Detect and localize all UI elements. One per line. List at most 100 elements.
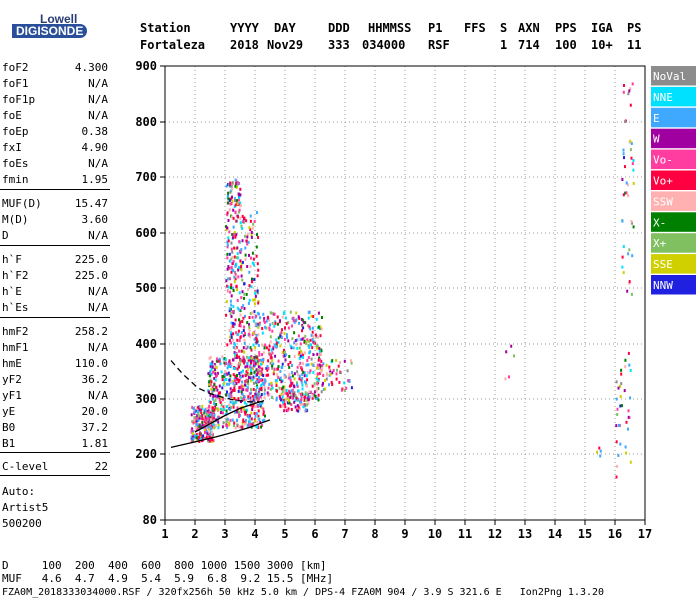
- echo-point: [273, 367, 276, 371]
- echo-point: [240, 410, 243, 414]
- echo-point: [631, 221, 633, 225]
- echo-point: [311, 394, 314, 398]
- echo-point: [230, 184, 233, 188]
- echo-point: [237, 210, 240, 214]
- echo-point: [250, 371, 253, 375]
- echo-point: [217, 391, 220, 395]
- echo-point: [233, 309, 235, 313]
- echo-point: [599, 449, 602, 453]
- echo-point: [209, 430, 212, 434]
- echo-point: [310, 362, 313, 366]
- echo-point: [320, 367, 323, 370]
- echo-point: [254, 322, 257, 326]
- echo-point: [250, 391, 252, 395]
- echo-point: [291, 381, 294, 385]
- echo-point: [307, 324, 310, 328]
- echo-point: [289, 378, 292, 382]
- echo-point: [241, 425, 243, 429]
- legend-label: Vo+: [653, 175, 673, 188]
- echo-point: [283, 332, 286, 336]
- echo-point: [198, 416, 201, 420]
- echo-point: [192, 421, 195, 425]
- legend-swatch: [651, 233, 696, 253]
- echo-point: [230, 286, 232, 290]
- echo-point: [265, 346, 268, 350]
- echo-point: [227, 239, 230, 243]
- echo-point: [231, 199, 234, 203]
- echo-point: [250, 379, 253, 383]
- echo-point: [232, 233, 235, 237]
- legend-label: SSW: [653, 195, 673, 208]
- echo-point: [225, 378, 228, 381]
- echo-point: [211, 385, 214, 389]
- echo-point: [248, 420, 251, 424]
- echo-point: [314, 390, 317, 394]
- echo-point: [281, 315, 284, 319]
- echo-point: [209, 419, 212, 423]
- echo-point: [251, 377, 254, 381]
- echo-point: [227, 265, 230, 269]
- echo-point: [233, 386, 236, 390]
- echo-point: [339, 361, 341, 364]
- echo-point: [247, 240, 250, 244]
- y-tick-label: 300: [135, 392, 157, 406]
- echo-point: [195, 417, 198, 421]
- echo-point: [246, 425, 249, 429]
- echo-point: [279, 396, 282, 400]
- echo-point: [258, 323, 261, 327]
- echo-point: [615, 424, 618, 428]
- echo-point: [257, 368, 260, 372]
- echo-point: [240, 396, 243, 400]
- echo-point: [277, 341, 280, 344]
- echo-point: [246, 368, 249, 372]
- echo-point: [215, 385, 218, 389]
- echo-point: [245, 408, 248, 412]
- echo-point: [290, 408, 293, 411]
- echo-point: [259, 421, 262, 424]
- echo-point: [339, 370, 342, 374]
- echo-point: [278, 394, 281, 398]
- echo-point: [292, 316, 295, 320]
- echo-point: [227, 236, 230, 240]
- echo-point: [317, 311, 320, 315]
- echo-point: [208, 374, 211, 378]
- echo-point: [240, 357, 243, 361]
- echo-point: [199, 408, 202, 412]
- echo-point: [303, 374, 306, 378]
- echo-point: [271, 386, 274, 390]
- echo-point: [217, 408, 220, 411]
- separator: [0, 475, 110, 476]
- echo-point: [290, 382, 293, 385]
- echo-point: [260, 358, 262, 362]
- echo-point: [214, 398, 217, 402]
- echo-point: [219, 362, 222, 365]
- echo-point: [209, 439, 212, 443]
- param-row: h`E N/A: [2, 284, 108, 300]
- artist-label: Artist5: [2, 501, 49, 514]
- echo-point: [282, 393, 284, 397]
- echo-point: [621, 404, 623, 408]
- echo-point: [261, 373, 264, 377]
- echo-point: [285, 353, 287, 357]
- echo-point: [311, 384, 314, 388]
- echo-point: [350, 359, 352, 363]
- echo-point: [227, 285, 230, 289]
- echo-point: [280, 336, 283, 339]
- echo-point: [294, 339, 297, 343]
- echo-point: [256, 386, 259, 389]
- echo-point: [255, 322, 258, 326]
- param-name: yF2: [2, 373, 22, 386]
- echo-point: [224, 357, 227, 361]
- echo-point: [274, 354, 277, 358]
- echo-point: [239, 249, 241, 253]
- echo-point: [628, 89, 631, 93]
- echo-point: [282, 354, 285, 358]
- echo-point: [280, 331, 283, 335]
- echo-point: [250, 280, 253, 284]
- echo-point: [303, 380, 306, 384]
- echo-point: [304, 404, 307, 408]
- echo-point: [216, 416, 219, 420]
- echo-point: [232, 338, 235, 342]
- echo-point: [241, 349, 244, 353]
- echo-point: [319, 325, 322, 329]
